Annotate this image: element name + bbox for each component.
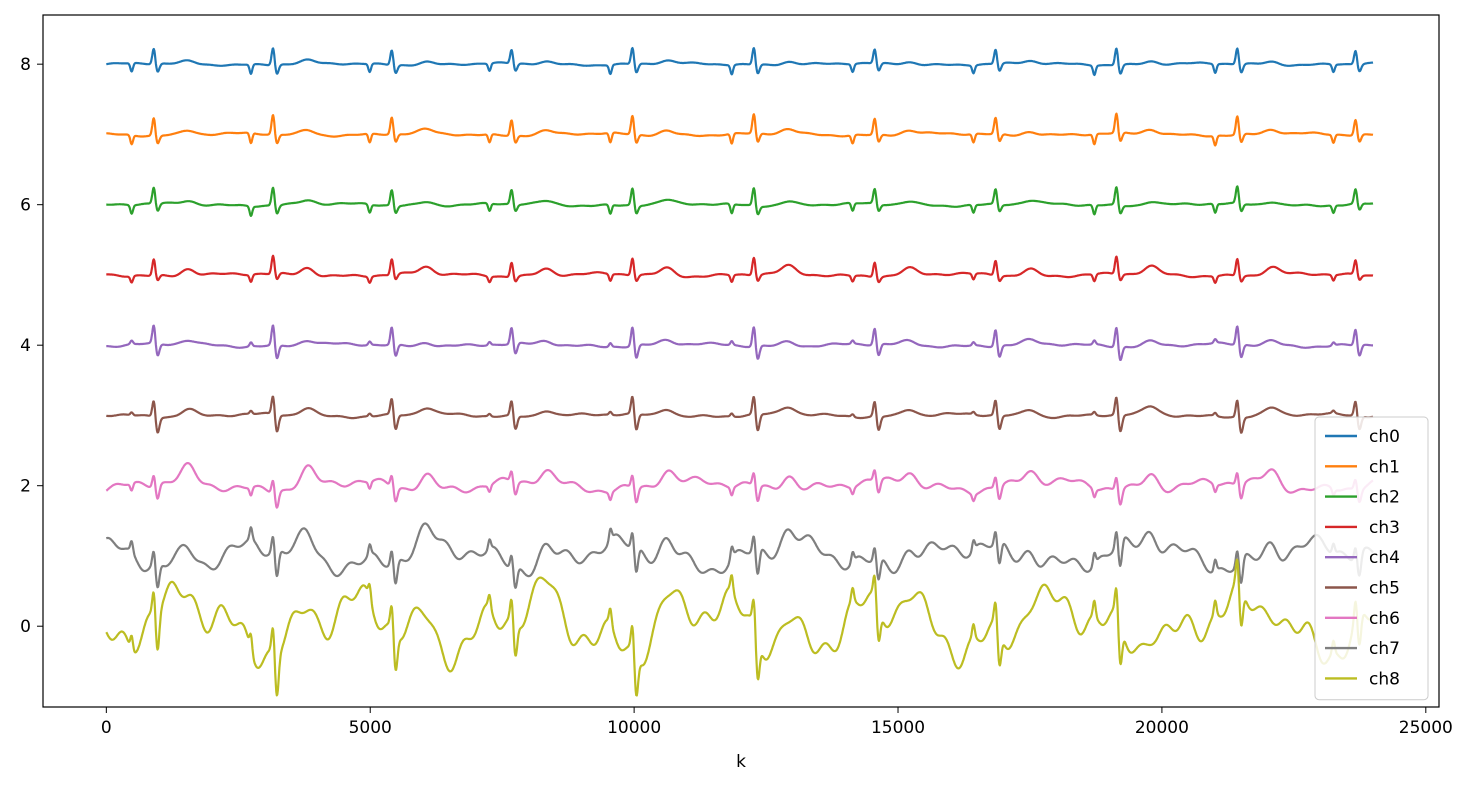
legend-label-ch4: ch4 [1369, 548, 1400, 568]
series-line-ch7 [105, 522, 1374, 589]
y-tick-label: 4 [20, 336, 31, 356]
series-line-ch5 [105, 395, 1374, 434]
legend-label-ch3: ch3 [1369, 518, 1400, 538]
x-tick-label: 5000 [349, 718, 392, 738]
y-tick-label: 2 [20, 477, 31, 497]
legend-label-ch8: ch8 [1369, 669, 1400, 689]
x-tick-label: 25000 [1399, 718, 1453, 738]
y-tick-label: 8 [20, 55, 31, 75]
x-axis: 0 5000 10000 15000 20000 25000 [101, 707, 1453, 738]
x-tick-label: 0 [101, 718, 112, 738]
legend: ch0 ch1 ch2 ch3 ch4 ch5 ch6 ch7 ch8 [1314, 416, 1429, 701]
legend-label-ch0: ch0 [1369, 427, 1400, 447]
legend-label-ch5: ch5 [1369, 579, 1400, 599]
series-line-ch2 [105, 185, 1374, 217]
series-line-ch8 [105, 558, 1374, 697]
x-tick-label: 20000 [1135, 718, 1189, 738]
series-line-ch6 [105, 462, 1374, 509]
series-line-ch3 [105, 254, 1374, 284]
x-axis-label: k [736, 752, 746, 772]
y-tick-label: 6 [20, 196, 31, 216]
legend-label-ch2: ch2 [1369, 488, 1400, 508]
legend-box [1314, 416, 1429, 701]
x-tick-label: 15000 [871, 718, 925, 738]
series-line-ch1 [105, 112, 1374, 147]
y-axis: 0 2 4 6 8 [20, 55, 43, 637]
legend-label-ch1: ch1 [1369, 457, 1400, 477]
plot-frame [42, 14, 1440, 708]
series-line-ch0 [105, 47, 1374, 77]
y-tick-label: 0 [20, 617, 31, 637]
legend-label-ch6: ch6 [1369, 609, 1400, 629]
series-layer [105, 47, 1374, 697]
series-line-ch4 [105, 324, 1374, 361]
x-tick-label: 10000 [607, 718, 661, 738]
legend-label-ch7: ch7 [1369, 639, 1400, 659]
